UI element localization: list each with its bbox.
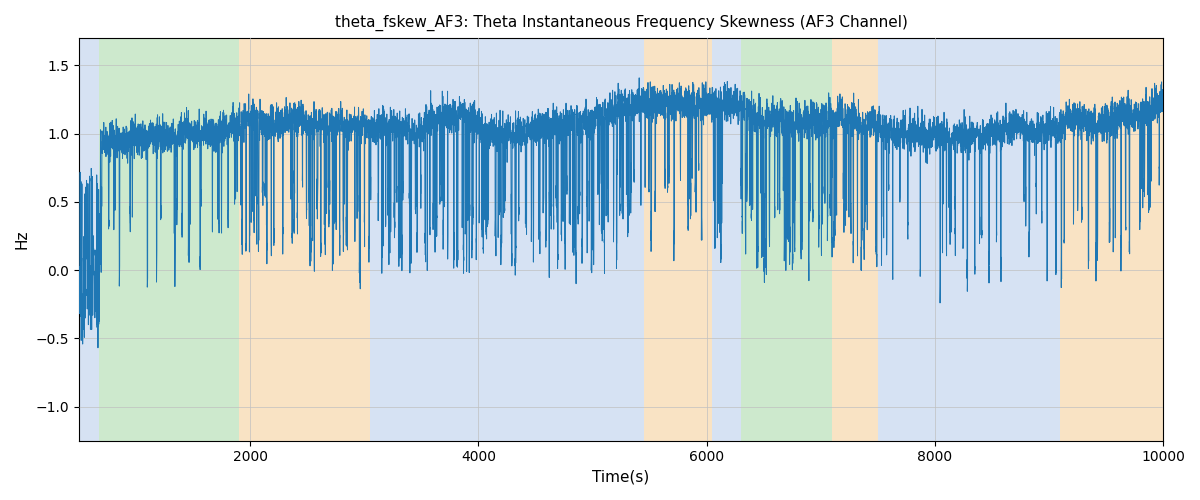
X-axis label: Time(s): Time(s): [593, 470, 649, 485]
Bar: [644, 38, 713, 440]
Title: theta_fskew_AF3: Theta Instantaneous Frequency Skewness (AF3 Channel): theta_fskew_AF3: Theta Instantaneous Fre…: [335, 15, 907, 31]
Bar: [713, 38, 740, 440]
Bar: [832, 38, 877, 440]
Bar: [1061, 38, 1163, 440]
Bar: [877, 38, 1061, 440]
Bar: [740, 38, 832, 440]
Bar: [79, 38, 100, 440]
Bar: [100, 38, 239, 440]
Bar: [239, 38, 370, 440]
Bar: [404, 38, 644, 440]
Y-axis label: Hz: Hz: [14, 230, 30, 249]
Bar: [370, 38, 404, 440]
